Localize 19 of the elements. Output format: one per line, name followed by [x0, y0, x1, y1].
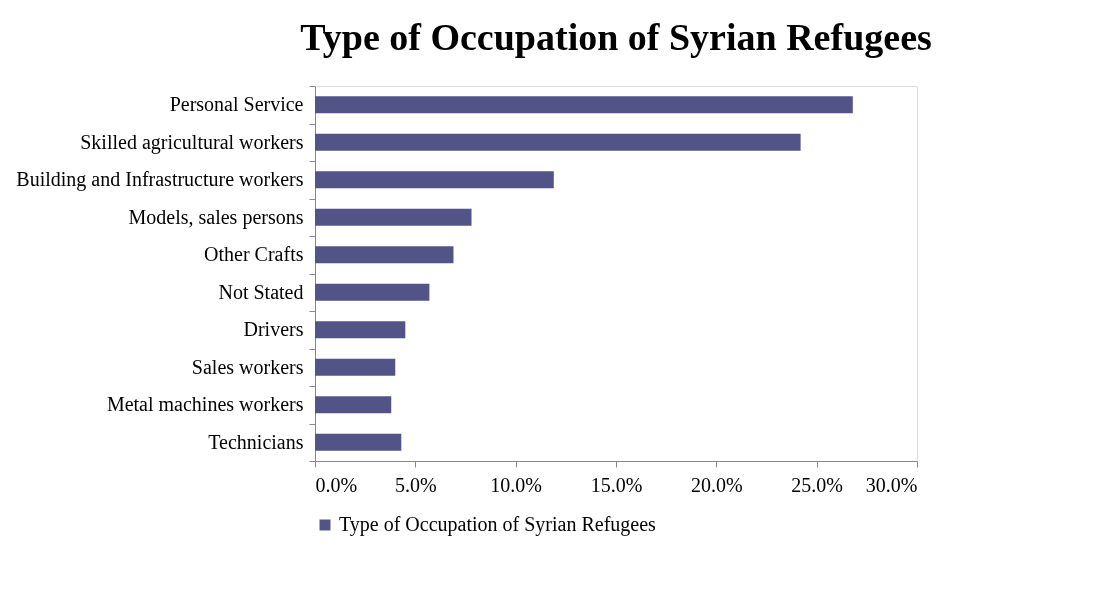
y-tick-label: Skilled agricultural workers: [80, 130, 304, 154]
y-tick-label: Other Crafts: [204, 243, 304, 266]
y-tick-label: Sales workers: [191, 355, 304, 378]
x-tick-label: 15.0%: [590, 473, 643, 496]
x-tick-label: 10.0%: [490, 473, 542, 496]
y-tick-label: Not Stated: [218, 280, 304, 303]
y-tick-label: Metal machines workers: [106, 393, 304, 416]
y-tick-label: Personal Service: [169, 93, 304, 116]
x-tick-label: 20.0%: [691, 473, 743, 496]
x-tick-label: 0.0%: [315, 473, 358, 496]
legend-label: Type of Occupation of Syrian Refugees: [339, 513, 657, 536]
y-tick-label: Drivers: [243, 318, 304, 341]
y-tick-label: Technicians: [208, 430, 304, 453]
y-tick-label: Building and Infrastructure workers: [16, 168, 304, 192]
chart-title: Type of Occupation of Syrian Refugees: [300, 16, 932, 58]
x-tick-label: 5.0%: [395, 473, 437, 496]
x-tick-label: 30.0%: [865, 473, 918, 496]
y-tick-label: Models, sales persons: [128, 205, 304, 229]
x-tick-label: 25.0%: [791, 473, 843, 496]
